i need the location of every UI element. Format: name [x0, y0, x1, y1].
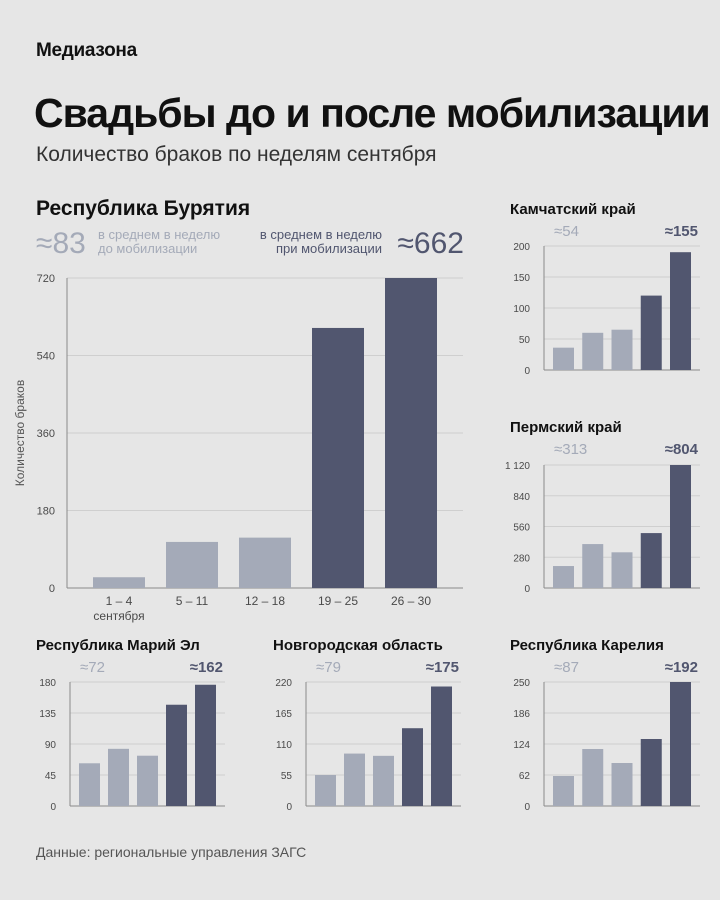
chart-buryatia: Республика Бурятия≈83 в среднем в неделюд…: [13, 197, 464, 623]
y-tick-label: 124: [513, 740, 530, 751]
bar-before: [582, 749, 604, 806]
avg-before-value: ≈54: [554, 223, 579, 240]
avg-before-value: ≈87: [554, 659, 579, 676]
y-axis-label: Количество браков: [13, 380, 27, 486]
bar-after: [402, 728, 423, 806]
bar-before: [344, 753, 365, 806]
bar-before: [373, 755, 394, 806]
y-tick-label: 1 120: [505, 461, 530, 472]
bar-before: [239, 537, 291, 588]
bar-before: [611, 763, 633, 806]
chart-karelia: Республика Карелия ≈87 ≈192 0 62 124 186 250: [510, 637, 700, 813]
bar-before: [137, 755, 158, 806]
y-tick-label: 180: [37, 506, 55, 518]
bar-before: [611, 552, 633, 588]
avg-after-note: при мобилизации: [276, 241, 382, 256]
chart-title: Новгородская область: [273, 637, 443, 654]
avg-before-value: ≈83: [36, 227, 86, 260]
avg-before-note: в среднем в неделю: [98, 227, 220, 242]
y-tick-label: 50: [519, 335, 531, 346]
chart-novgorod: Новгородская область ≈79 ≈175 0 55 110 165 220: [273, 637, 461, 813]
y-tick-label: 0: [524, 802, 530, 813]
chart-title: Республика Марий Эл: [36, 637, 200, 654]
y-tick-label: 62: [519, 771, 531, 782]
source-note: Данные: региональные управления ЗАГС: [36, 844, 307, 860]
bar-before: [553, 347, 574, 370]
y-tick-label: 0: [524, 366, 530, 377]
avg-before-value: ≈313: [554, 441, 587, 458]
y-tick-label: 280: [513, 553, 530, 564]
y-tick-label: 200: [513, 242, 530, 253]
chart-mari-el: Республика Марий Эл ≈72 ≈162 0 45 90 135 180: [36, 637, 225, 813]
avg-after-value: ≈804: [665, 441, 699, 458]
avg-before-value: ≈79: [316, 659, 341, 676]
y-tick-label: 0: [286, 802, 292, 813]
y-tick-label: 0: [524, 584, 530, 595]
chart-title: Республика Карелия: [510, 637, 664, 654]
y-tick-label: 0: [50, 802, 56, 813]
page-title: Свадьбы до и после мобилизации: [34, 90, 711, 136]
y-tick-label: 90: [45, 740, 57, 751]
y-tick-label: 135: [39, 709, 56, 720]
y-tick-label: 0: [49, 583, 55, 595]
bar-after: [195, 684, 216, 806]
bar-before: [79, 763, 100, 806]
y-tick-label: 165: [275, 709, 292, 720]
x-tick-label: 19 – 25: [318, 594, 358, 608]
y-tick-label: 250: [513, 678, 530, 689]
bar-after: [385, 278, 437, 588]
y-tick-label: 150: [513, 273, 530, 284]
bar-before: [315, 775, 336, 806]
avg-after-value: ≈162: [190, 659, 223, 676]
avg-before-note: до мобилизации: [98, 241, 197, 256]
chart-title: Пермский край: [510, 419, 622, 436]
y-tick-label: 45: [45, 771, 57, 782]
bar-after: [640, 533, 662, 588]
y-tick-label: 560: [513, 523, 530, 534]
x-tick-label: 1 – 4: [106, 594, 133, 608]
bar-after: [640, 295, 662, 370]
avg-before-value: ≈72: [80, 659, 105, 676]
bar-before: [108, 748, 129, 806]
bar-before: [553, 566, 574, 588]
avg-after-value: ≈192: [665, 659, 698, 676]
chart-kamchatka: Камчатский край ≈54 ≈155 0 50 100 150 200: [510, 201, 700, 377]
bar-after: [640, 739, 662, 806]
x-tick-note: сентября: [93, 609, 144, 623]
bar-before: [582, 544, 604, 588]
avg-after-value: ≈662: [397, 227, 464, 260]
bar-before: [553, 776, 574, 806]
x-tick-label: 12 – 18: [245, 594, 285, 608]
page-subtitle: Количество браков по неделям сентября: [36, 143, 437, 166]
bar-after: [670, 252, 691, 370]
avg-after-note: в среднем в неделю: [260, 227, 382, 242]
x-tick-label: 5 – 11: [176, 594, 209, 608]
y-tick-label: 100: [513, 304, 530, 315]
y-tick-label: 55: [281, 771, 293, 782]
y-tick-label: 110: [276, 740, 292, 751]
x-tick-label: 26 – 30: [391, 594, 431, 608]
y-tick-label: 180: [39, 678, 56, 689]
bar-before: [93, 577, 145, 588]
bar-after: [670, 465, 691, 588]
bar-before: [611, 329, 633, 370]
bar-after: [431, 686, 452, 806]
avg-after-value: ≈155: [665, 223, 698, 240]
y-tick-label: 720: [37, 273, 55, 285]
y-tick-label: 840: [513, 492, 530, 503]
avg-after-value: ≈175: [426, 659, 459, 676]
y-tick-label: 186: [513, 709, 530, 720]
bar-after: [312, 327, 364, 588]
y-tick-label: 360: [37, 428, 55, 440]
bar-before: [582, 332, 604, 370]
y-tick-label: 220: [275, 678, 292, 689]
chart-title: Республика Бурятия: [36, 197, 250, 220]
y-tick-label: 540: [37, 351, 55, 363]
chart-title: Камчатский край: [510, 201, 636, 218]
bar-before: [166, 541, 218, 588]
bar-after: [670, 682, 691, 806]
brand-logo: Медиазона: [36, 40, 137, 61]
bar-after: [166, 704, 187, 806]
chart-perm: Пермский край ≈313 ≈804 0 280 560 840 1 120: [505, 419, 700, 595]
